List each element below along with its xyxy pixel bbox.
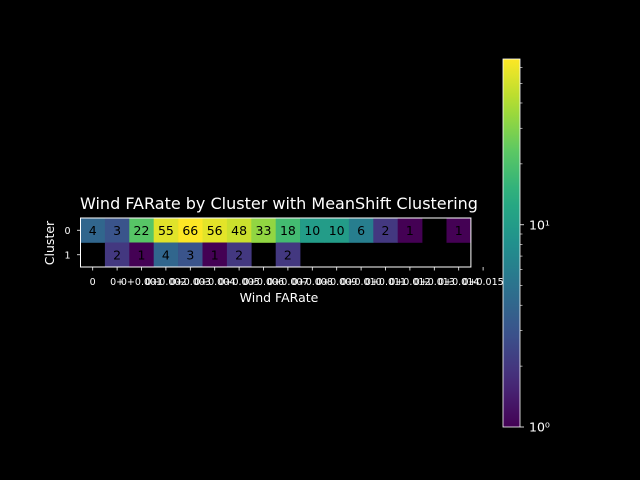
y-tick-label: 1 xyxy=(64,250,70,261)
heatmap-cell xyxy=(348,218,374,243)
x-tick-label: 0+ xyxy=(110,277,124,288)
heatmap-cell xyxy=(373,218,398,243)
y-tick-label: 0 xyxy=(64,226,70,237)
heatmap-cell xyxy=(226,242,252,268)
y-axis-label: Cluster xyxy=(42,220,57,265)
cell-value-label: 2 xyxy=(113,247,121,262)
x-tick-label: 0 xyxy=(90,277,96,288)
cell-value-label: 6 xyxy=(357,223,365,238)
cell-value-label: 3 xyxy=(113,223,121,238)
cell-value-label: 55 xyxy=(158,223,174,238)
cell-value-label: 1 xyxy=(406,223,414,238)
colorbar-tick-label: 10¹ xyxy=(529,217,550,232)
x-tick-label: 0+0.013 xyxy=(414,277,455,288)
heatmap-frame xyxy=(80,217,472,268)
x-tick-label: 0+0.012 xyxy=(389,277,430,288)
cell-value-label: 2 xyxy=(382,223,390,238)
cell-value-label: 18 xyxy=(280,223,296,238)
heatmap-cell xyxy=(129,242,154,268)
x-tick-label: 0+0.008 xyxy=(292,277,333,288)
colorbar-tick-label: 10⁰ xyxy=(529,420,550,435)
cell-value-label: 1 xyxy=(211,247,219,262)
x-tick-label: 0+0.002 xyxy=(145,277,186,288)
colorbar: 10⁰ 10¹ xyxy=(502,58,550,435)
heatmap-cell xyxy=(104,242,130,268)
heatmap-cell xyxy=(80,218,106,243)
x-tick-label: 0+0.001 xyxy=(121,277,162,288)
x-tick-label: 0+0.005 xyxy=(218,277,259,288)
heatmap-cell xyxy=(178,218,203,243)
x-tick-label: 0+0.003 xyxy=(170,277,211,288)
x-tick-label: 0+0.009 xyxy=(316,277,357,288)
cell-value-label: 66 xyxy=(182,223,198,238)
x-tick-label: 0+0.010 xyxy=(340,277,381,288)
x-tick-label: 0+0.011 xyxy=(365,277,406,288)
x-tick-label: 0+0.006 xyxy=(243,277,284,288)
x-tick-label: 0+0.014 xyxy=(438,277,479,288)
heatmap-cell xyxy=(104,218,130,243)
cell-value-label: 4 xyxy=(162,247,170,262)
cell-value-label: 2 xyxy=(235,247,243,262)
heatmap-cell xyxy=(397,218,423,243)
heatmap-cell xyxy=(153,218,179,243)
heatmap-cell xyxy=(226,218,252,243)
heatmap-cell xyxy=(324,218,350,243)
cell-value-label: 22 xyxy=(134,223,150,238)
chart-title: Wind FARate by Cluster with MeanShift Cl… xyxy=(80,194,478,213)
heatmap-cell xyxy=(202,218,228,243)
x-tick-label: 0+0.004 xyxy=(194,277,235,288)
cell-value-label: 4 xyxy=(89,223,97,238)
x-tick-label: 0+0.007 xyxy=(267,277,308,288)
heatmap-cell xyxy=(300,218,325,243)
x-axis-label: Wind FARate xyxy=(240,290,319,305)
heatmap-cell xyxy=(202,242,228,268)
x-tick-label: 0+0.015 xyxy=(462,277,503,288)
cell-value-label: 10 xyxy=(329,223,345,238)
cell-value-label: 56 xyxy=(207,223,223,238)
cell-value-label: 48 xyxy=(231,223,247,238)
colorbar-gradient xyxy=(502,58,521,428)
cell-value-label: 1 xyxy=(455,223,463,238)
heatmap-cell xyxy=(446,218,472,243)
heatmap-cell xyxy=(275,242,301,268)
cell-value-label: 2 xyxy=(284,247,292,262)
heatmap-cell xyxy=(275,218,301,243)
heatmap-cell xyxy=(251,218,276,243)
cell-value-label: 33 xyxy=(256,223,272,238)
cell-value-label: 10 xyxy=(304,223,320,238)
heatmap-cell xyxy=(129,218,154,243)
cell-value-label: 3 xyxy=(186,247,194,262)
cell-value-label: 1 xyxy=(138,247,146,262)
heatmap-cell xyxy=(178,242,203,268)
heatmap-cell xyxy=(153,242,179,268)
